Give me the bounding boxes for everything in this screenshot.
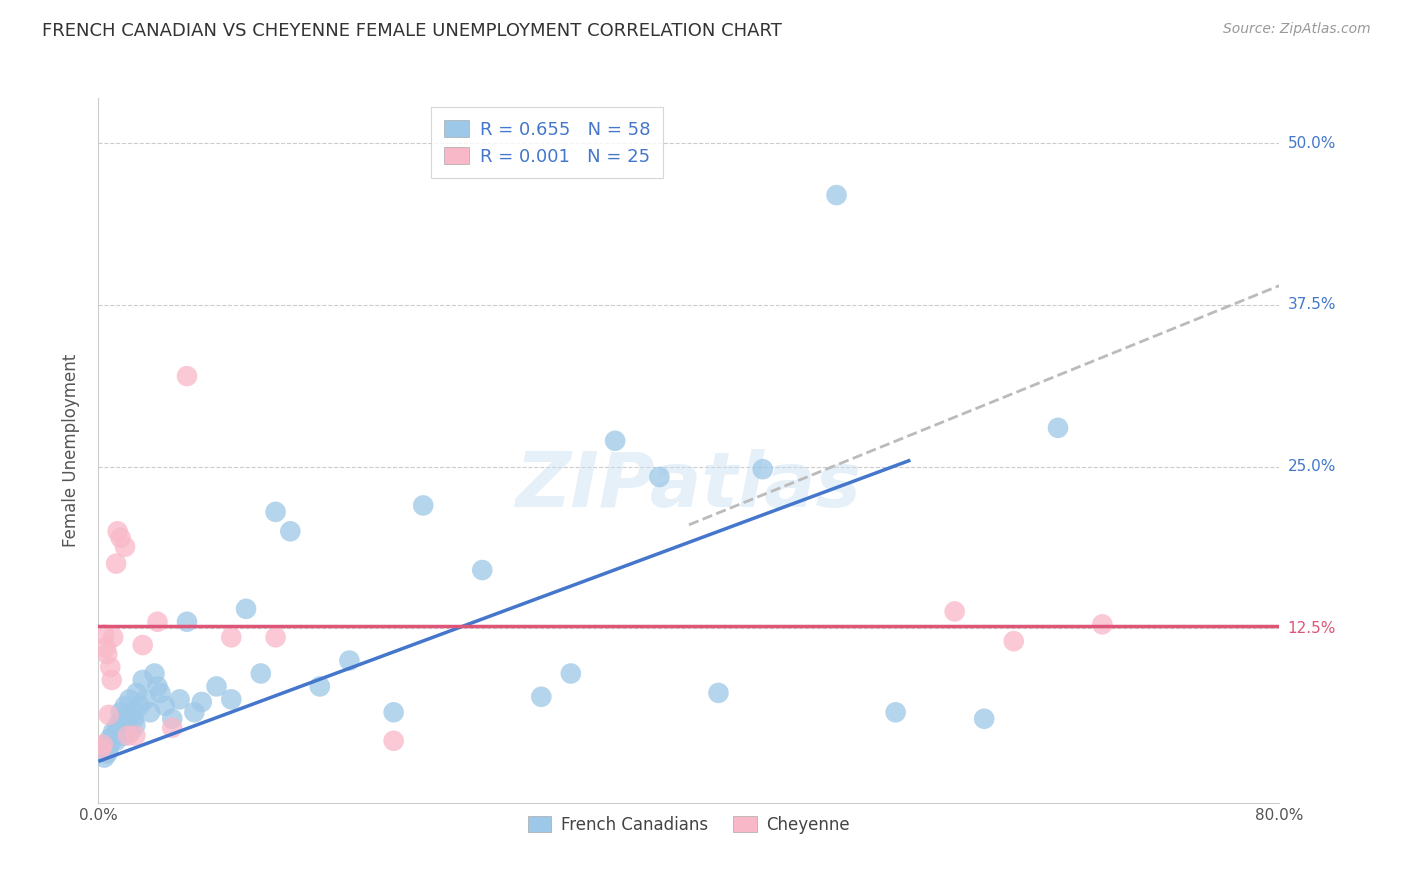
Point <box>117 729 139 743</box>
Point <box>115 724 138 739</box>
Point <box>114 540 136 554</box>
Point <box>382 706 405 720</box>
Point <box>339 654 361 668</box>
Point <box>97 707 120 722</box>
Point <box>135 692 157 706</box>
Text: Source: ZipAtlas.com: Source: ZipAtlas.com <box>1223 22 1371 37</box>
Point <box>943 604 966 618</box>
Point <box>128 698 150 713</box>
Point <box>94 738 117 752</box>
Point <box>382 733 405 747</box>
Point <box>1002 634 1025 648</box>
Point <box>93 750 115 764</box>
Point <box>105 557 128 571</box>
Point <box>280 524 302 539</box>
Point <box>707 686 730 700</box>
Point <box>100 673 122 687</box>
Point <box>125 686 148 700</box>
Point <box>94 640 117 655</box>
Point <box>121 706 143 720</box>
Point <box>153 698 176 713</box>
Point <box>560 666 582 681</box>
Point <box>93 628 115 642</box>
Point <box>105 733 128 747</box>
Point <box>132 638 155 652</box>
Point <box>108 721 131 735</box>
Point <box>264 505 287 519</box>
Point <box>107 718 129 732</box>
Point <box>103 630 125 644</box>
Point <box>176 615 198 629</box>
Point <box>90 741 112 756</box>
Point <box>221 630 243 644</box>
Point <box>120 724 142 739</box>
Point <box>176 369 198 384</box>
Point <box>169 692 191 706</box>
Point <box>100 733 122 747</box>
Point <box>162 712 183 726</box>
Point <box>96 747 118 761</box>
Point <box>143 666 166 681</box>
Point <box>1046 421 1070 435</box>
Point <box>412 499 434 513</box>
Point <box>124 718 146 732</box>
Point <box>146 615 169 629</box>
Point <box>648 470 671 484</box>
Point <box>117 715 139 730</box>
Point <box>139 706 162 720</box>
Point <box>235 602 257 616</box>
Point <box>110 531 132 545</box>
Point <box>98 731 121 746</box>
Point <box>112 729 135 743</box>
Point <box>250 666 273 681</box>
Point <box>183 706 205 720</box>
Text: 37.5%: 37.5% <box>1288 298 1336 312</box>
Point <box>111 712 134 726</box>
Point <box>973 712 995 726</box>
Point <box>107 524 129 539</box>
Point <box>118 692 141 706</box>
Point <box>103 724 125 739</box>
Point <box>530 690 553 704</box>
Point <box>264 630 287 644</box>
Text: 12.5%: 12.5% <box>1288 621 1336 636</box>
Point <box>124 729 146 743</box>
Point <box>191 695 214 709</box>
Point <box>91 738 114 752</box>
Point <box>110 706 132 720</box>
Point <box>104 729 127 743</box>
Point <box>1091 617 1114 632</box>
Point <box>114 698 136 713</box>
Point <box>146 680 169 694</box>
Text: ZIPatlas: ZIPatlas <box>516 449 862 523</box>
Point <box>221 692 243 706</box>
Point <box>605 434 627 448</box>
Point <box>96 647 118 661</box>
Point <box>97 741 120 756</box>
Point <box>884 706 907 720</box>
Text: FRENCH CANADIAN VS CHEYENNE FEMALE UNEMPLOYMENT CORRELATION CHART: FRENCH CANADIAN VS CHEYENNE FEMALE UNEMP… <box>42 22 782 40</box>
Point <box>122 712 145 726</box>
Point <box>91 744 114 758</box>
Point <box>471 563 494 577</box>
Legend: French Canadians, Cheyenne: French Canadians, Cheyenne <box>522 809 856 840</box>
Point <box>825 188 848 202</box>
Point <box>132 673 155 687</box>
Text: 50.0%: 50.0% <box>1288 136 1336 151</box>
Point <box>98 660 121 674</box>
Point <box>162 721 183 735</box>
Point <box>149 686 172 700</box>
Point <box>205 680 228 694</box>
Point <box>309 680 332 694</box>
Text: 25.0%: 25.0% <box>1288 459 1336 475</box>
Point <box>752 462 775 476</box>
Y-axis label: Female Unemployment: Female Unemployment <box>62 354 80 547</box>
